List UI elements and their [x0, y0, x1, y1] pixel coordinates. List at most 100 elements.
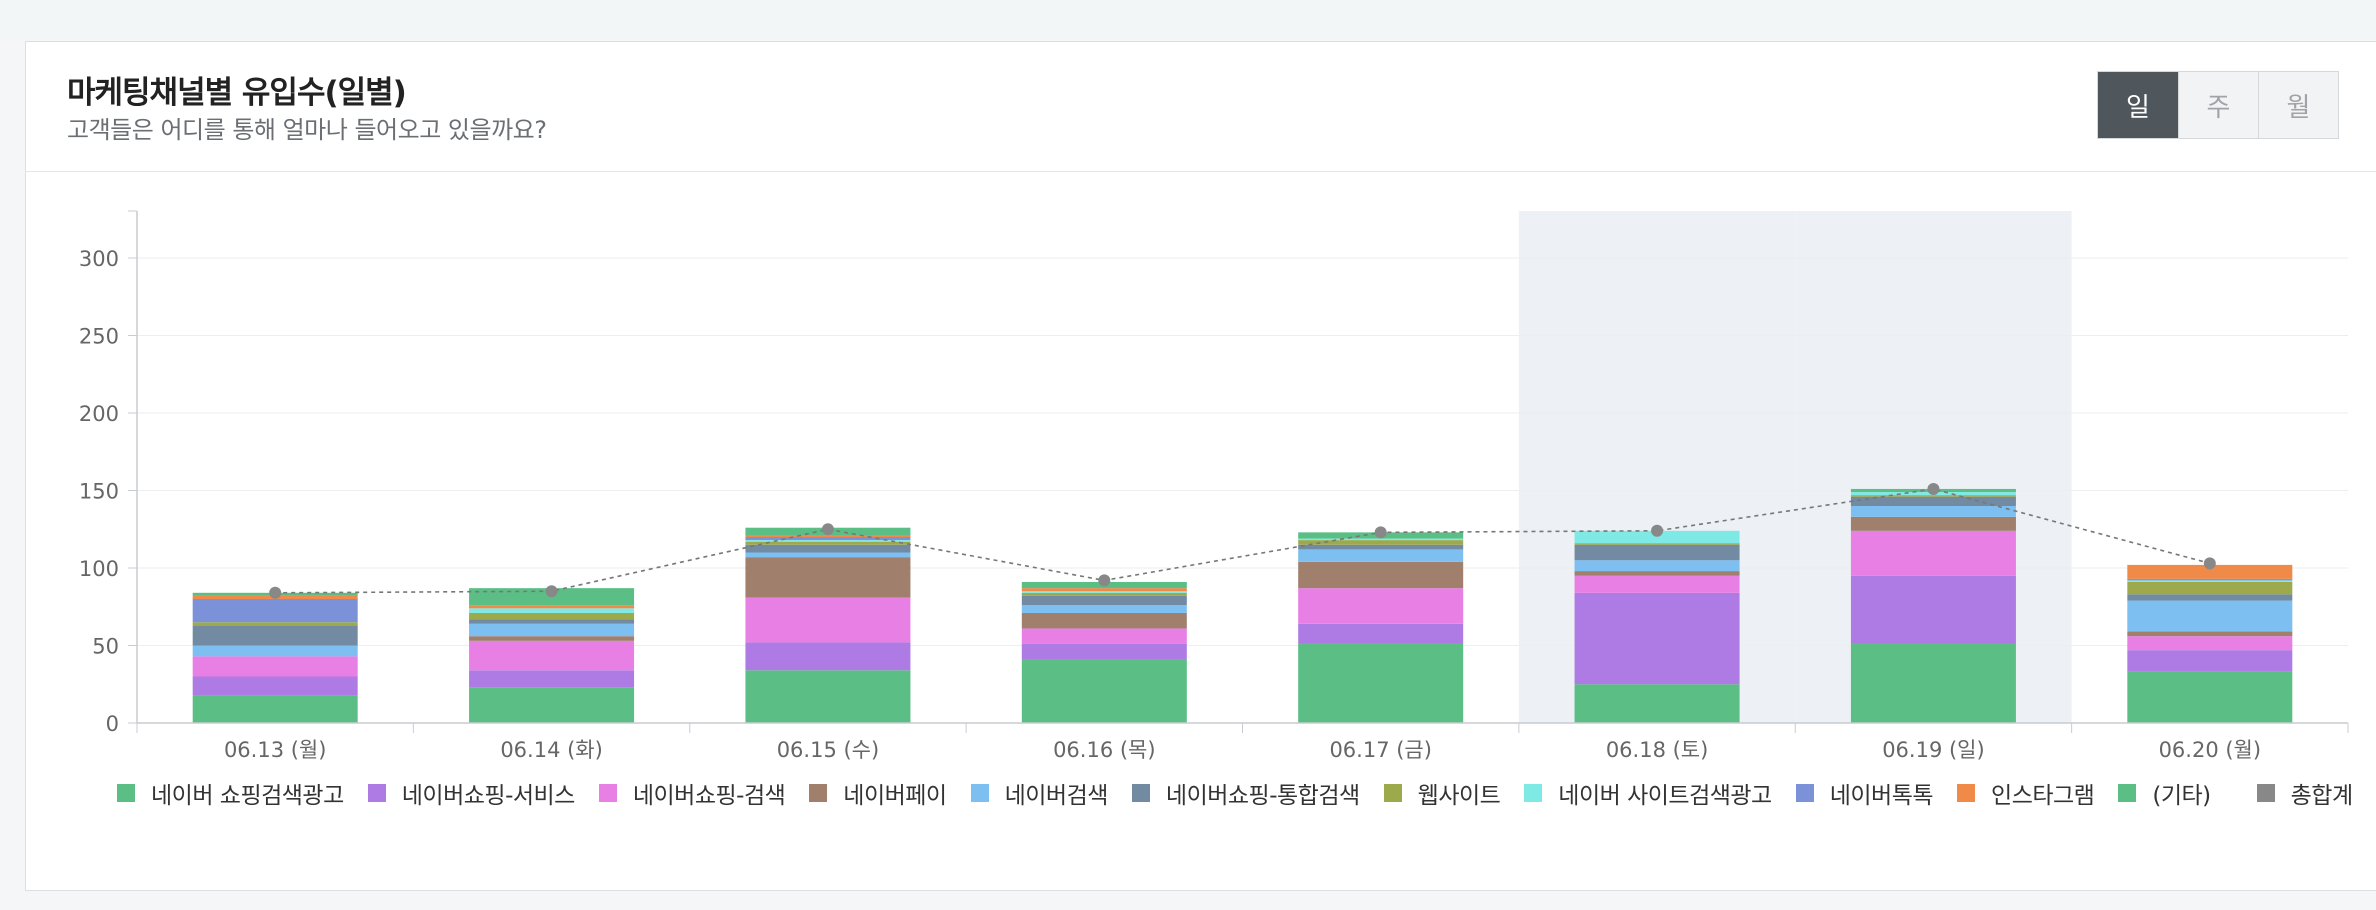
bar-segment: [1021, 591, 1187, 593]
total-point: [1651, 524, 1664, 537]
legend-swatch: [1957, 784, 1976, 802]
card-header: 마케팅채널별 유입수(일별) 고객들은 어디를 통해 얼마나 들어오고 있을까요…: [26, 42, 2376, 172]
x-tick-label: 06.18 (토): [1606, 738, 1709, 762]
bar-segment: [2127, 578, 2293, 581]
legend-label: 웹사이트: [1417, 783, 1501, 809]
bar-segment: [1298, 561, 1464, 589]
legend-item[interactable]: 네이버페이: [809, 776, 947, 810]
legend-swatch: [2256, 784, 2275, 802]
bar-segment: [745, 552, 911, 558]
period-toggle: 일 주 월: [2097, 71, 2339, 139]
bar-segment: [2127, 580, 2293, 582]
x-tick-label: 06.17 (금): [1329, 738, 1432, 762]
legend-item[interactable]: 웹사이트: [1383, 776, 1501, 810]
bar-segment: [1021, 659, 1187, 723]
total-point: [821, 523, 834, 536]
bar-segment: [1574, 530, 1740, 544]
legend-item[interactable]: 네이버쇼핑-통합검색: [1131, 776, 1360, 810]
bar-segment: [1574, 575, 1740, 593]
bar-segment: [469, 605, 635, 609]
bar-segment: [2127, 636, 2293, 651]
bar-segment: [745, 541, 911, 545]
y-tick-label: 200: [79, 402, 119, 426]
bar-segment: [745, 537, 911, 541]
chart-title: 마케팅채널별 유입수(일별): [67, 75, 407, 111]
bar-segment: [1021, 588, 1187, 592]
legend-item[interactable]: 네이버 사이트검색광고: [1524, 776, 1772, 810]
bar-segment: [469, 608, 635, 613]
chart-subtitle: 고객들은 어디를 통해 얼마나 들어오고 있을까요?: [67, 116, 547, 144]
bar-segment: [1021, 628, 1187, 644]
bar-segment: [1298, 540, 1464, 545]
legend-swatch: [1131, 784, 1150, 802]
total-point: [1098, 574, 1111, 587]
bar-segment: [1574, 544, 1740, 561]
legend-label: 네이버 쇼핑검색광고: [151, 783, 344, 809]
legend-item[interactable]: 네이버 쇼핑검색광고: [117, 776, 344, 810]
bar-segment: [469, 687, 635, 723]
total-point: [545, 585, 558, 598]
legend-label: (기타): [2152, 783, 2211, 809]
bar-segment: [1574, 560, 1740, 572]
legend-item[interactable]: 네이버쇼핑-검색: [598, 776, 786, 810]
legend-item[interactable]: 네이버쇼핑-서비스: [367, 776, 576, 810]
legend-swatch: [1524, 784, 1543, 802]
legend-label: 네이버 사이트검색광고: [1558, 783, 1772, 809]
bar-segment: [1850, 496, 2016, 506]
legend-label: 네이버쇼핑-통합검색: [1165, 783, 1360, 809]
x-tick-label: 06.16 (목): [1053, 738, 1156, 762]
legend-swatch: [1383, 784, 1402, 802]
bar-segment: [469, 612, 635, 620]
top-strip: [0, 0, 2376, 40]
legend-item[interactable]: 총합계: [2256, 776, 2353, 810]
bar-segment: [192, 625, 358, 646]
y-tick-label: 300: [79, 247, 119, 271]
legend-item[interactable]: 인스타그램: [1957, 776, 2095, 810]
bar-segment: [1850, 506, 2016, 517]
legend-label: 인스타그램: [1991, 783, 2095, 809]
bar-segment: [1021, 592, 1187, 596]
legend-label: 네이버쇼핑-서비스: [401, 783, 576, 809]
bar-segment: [469, 636, 635, 641]
bar-segment: [1021, 612, 1187, 629]
legend-swatch: [809, 784, 828, 802]
bar-segment: [745, 544, 911, 553]
bar-segment: [745, 597, 911, 643]
bar-segment: [192, 695, 358, 723]
period-month-button[interactable]: 월: [2258, 72, 2338, 138]
bar-segment: [469, 670, 635, 688]
bar-segment: [192, 599, 358, 623]
bar-segment: [1850, 643, 2016, 723]
legend-swatch: [367, 784, 386, 802]
bar-segment: [1298, 623, 1464, 644]
y-tick-label: 150: [79, 480, 119, 504]
legend-item[interactable]: 네이버톡톡: [1795, 776, 1934, 810]
legend-swatch: [1795, 784, 1814, 802]
chart-legend: 네이버 쇼핑검색광고 네이버쇼핑-서비스 네이버쇼핑-검색 네이버페이 네이버검색 네이버…: [117, 775, 2357, 811]
bar-segment: [745, 540, 911, 542]
period-week-button[interactable]: 주: [2178, 72, 2258, 138]
bar-segment: [1298, 549, 1464, 562]
y-tick-label: 250: [79, 325, 119, 349]
bar-segment: [469, 619, 635, 624]
bar-segment: [745, 535, 911, 537]
y-tick-label: 100: [79, 557, 119, 581]
total-point: [1374, 526, 1387, 539]
legend-item[interactable]: (기타): [2118, 776, 2211, 810]
bar-segment: [2127, 631, 2293, 637]
bar-segment: [1021, 643, 1187, 660]
legend-label: 네이버쇼핑-검색: [632, 783, 786, 809]
bar-segment: [1021, 595, 1187, 606]
bar-segment: [1021, 605, 1187, 613]
bar-segment: [1850, 530, 2016, 576]
bar-segment: [745, 557, 911, 598]
period-day-button[interactable]: 일: [2098, 72, 2178, 138]
bar-segment: [1574, 684, 1740, 723]
bar-segment: [1298, 538, 1464, 541]
legend-item[interactable]: 네이버검색: [970, 776, 1108, 810]
legend-label: 네이버페이: [843, 783, 947, 809]
legend-swatch: [598, 784, 617, 802]
x-tick-label: 06.15 (수): [777, 738, 880, 762]
x-tick-label: 06.13 (월): [224, 738, 327, 762]
bar-segment: [2127, 581, 2293, 595]
